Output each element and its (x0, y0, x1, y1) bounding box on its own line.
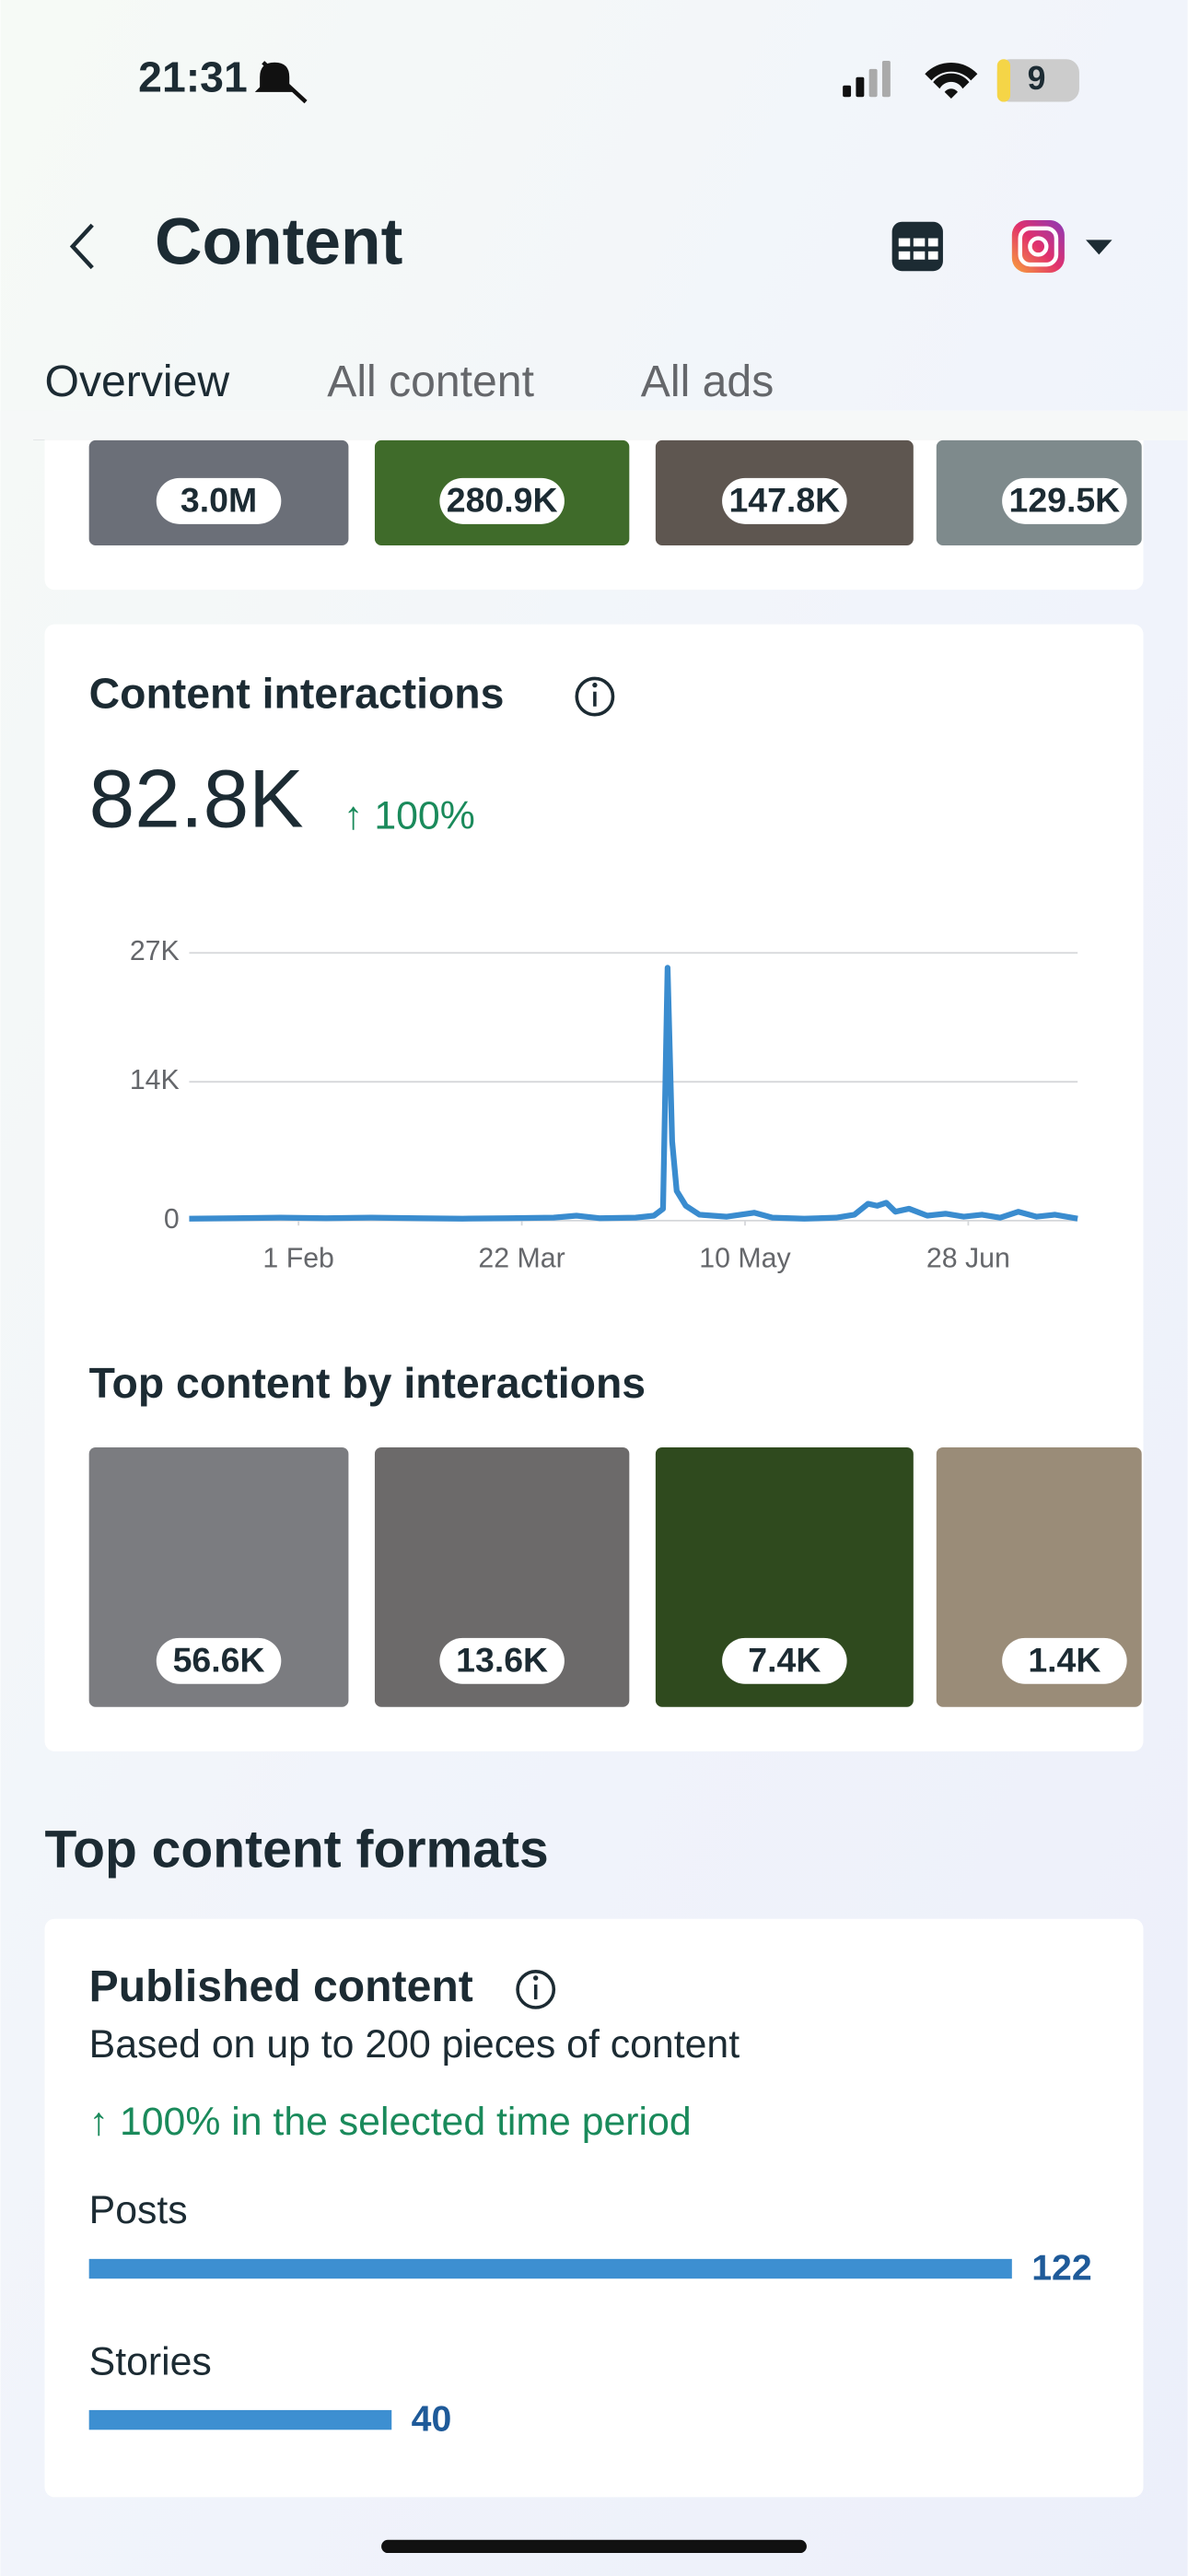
bar (88, 2409, 392, 2430)
thumbnail-value: 3.0M (181, 481, 257, 520)
data-line (189, 965, 1078, 1222)
thumbnail-value: 56.6K (173, 1640, 265, 1679)
info-icon[interactable] (575, 676, 615, 717)
bar-value: 122 (1031, 2248, 1091, 2289)
home-indicator (381, 2539, 807, 2554)
x-tick-label: 28 Jun (926, 1244, 1010, 1274)
section-title: Top content by interactions (89, 1359, 646, 1407)
thumbnail-value: 129.5K (1009, 481, 1121, 520)
x-tick-label: 10 May (699, 1244, 791, 1274)
label-pill (439, 1637, 565, 1684)
section-title: Top content formats (45, 1820, 549, 1879)
tab-bar-bg (0, 410, 1188, 440)
tab[interactable]: Overview (45, 357, 230, 406)
total-value: 82.8K (89, 752, 304, 844)
thumbnail[interactable] (374, 1446, 630, 1707)
card (44, 1918, 1144, 2498)
y-tick-label: 27K (130, 936, 180, 966)
label-pill (722, 477, 847, 524)
thumbnail[interactable] (655, 1446, 914, 1707)
label-pill (1002, 477, 1127, 524)
battery-level: 9 (1028, 60, 1046, 97)
tab[interactable]: All content (327, 357, 534, 406)
change: ↑ 100% (344, 793, 475, 837)
back-button[interactable] (69, 223, 94, 270)
thumbnail-value: 7.4K (748, 1640, 821, 1679)
thumbnail-value: 147.8K (728, 481, 840, 520)
bar-value: 40 (412, 2399, 452, 2440)
account-switcher[interactable] (1011, 219, 1112, 274)
bar-category: Posts (89, 2188, 188, 2232)
clock: 21:31 (138, 53, 248, 101)
card-title: Content interactions (89, 669, 505, 717)
bar-category: Stories (89, 2339, 212, 2383)
card-title: Published content (89, 1961, 473, 2011)
thumbnail-value: 13.6K (456, 1640, 548, 1679)
x-tick-label: 1 Feb (262, 1244, 333, 1274)
y-tick-label: 0 (164, 1204, 180, 1235)
tab[interactable]: All ads (641, 357, 774, 406)
label-pill (156, 1637, 282, 1684)
label-pill (439, 477, 565, 524)
bar (88, 2258, 1012, 2279)
label-pill (1002, 1637, 1127, 1684)
thumbnail[interactable] (88, 1446, 349, 1707)
label-pill (722, 1637, 847, 1684)
y-tick-label: 14K (130, 1065, 180, 1095)
thumbnail-value: 1.4K (1028, 1640, 1101, 1679)
page-title: Content (155, 205, 402, 278)
calendar-button[interactable] (891, 221, 943, 272)
status-icons (254, 59, 1079, 104)
info-icon[interactable] (516, 1970, 556, 2009)
label-pill (156, 477, 282, 524)
card-subtitle: Based on up to 200 pieces of content (89, 2022, 740, 2067)
thumbnail-value: 280.9K (447, 481, 558, 520)
change: ↑ 100% in the selected time period (89, 2100, 692, 2144)
x-tick-label: 22 Mar (478, 1244, 565, 1274)
